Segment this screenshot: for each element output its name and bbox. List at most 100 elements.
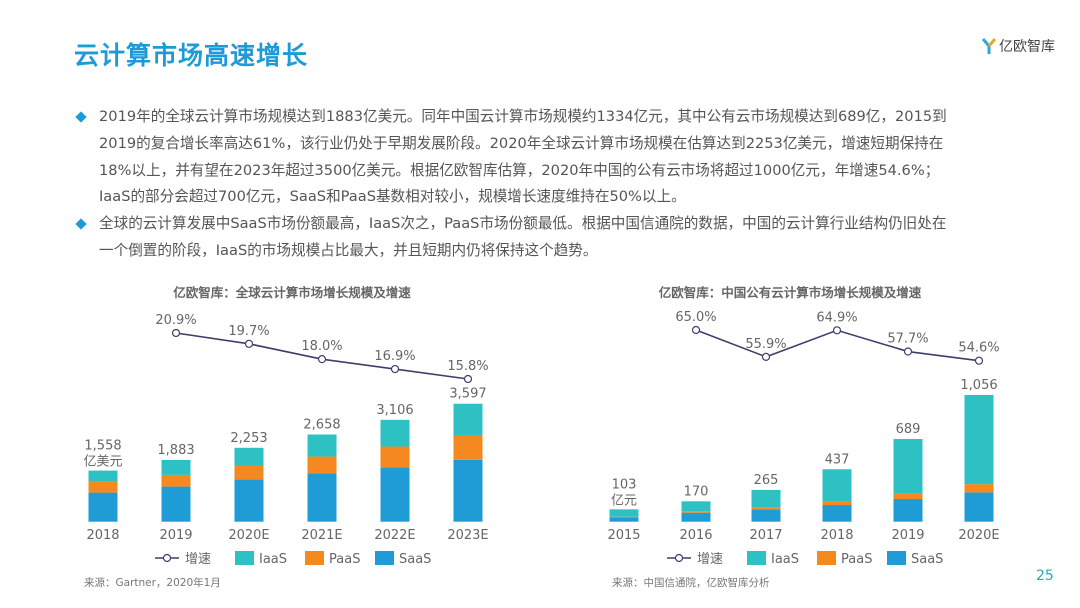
bar-saas	[822, 505, 852, 522]
bar-iaas	[234, 447, 264, 466]
growth-label: 64.9%	[816, 310, 857, 325]
chart-title: 亿欧智库：全球云计算市场增长规模及增速	[173, 285, 411, 300]
bar-iaas	[88, 470, 118, 482]
data-label-total: 103	[612, 477, 637, 492]
legend-swatch-saas	[887, 551, 906, 565]
legend-label: PaaS	[841, 552, 872, 567]
bar-paas	[161, 474, 191, 487]
growth-point	[832, 326, 842, 335]
growth-point	[317, 355, 327, 364]
bar-saas	[681, 512, 711, 522]
data-label-total: 1,056	[960, 378, 997, 393]
growth-point	[244, 339, 254, 348]
growth-point	[463, 374, 473, 384]
growth-label: 16.9%	[374, 349, 415, 364]
logo-y-icon	[981, 37, 997, 55]
data-label-total: 1,883	[157, 443, 194, 458]
x-tick-label: 2023E	[447, 528, 488, 543]
legend-label: SaaS	[399, 552, 431, 567]
source-note: 来源：中国信通院，亿欧智库分析	[612, 576, 770, 589]
x-tick-label: 2018	[86, 528, 119, 543]
bar-paas	[380, 446, 410, 468]
legend-label: 增速	[185, 552, 211, 567]
logo-text: 亿欧智库	[999, 39, 1055, 55]
growth-line	[695, 329, 980, 362]
logo: 亿欧智库	[981, 36, 1055, 56]
growth-point	[761, 352, 771, 361]
data-label-total: 437	[825, 452, 850, 467]
bar-saas	[307, 473, 337, 522]
unit-label: 亿美元	[83, 455, 122, 470]
text-line: 全球的云计算发展中SaaS市场份额最高，IaaS次之，PaaS市场份额最低。根据…	[99, 215, 947, 233]
legend-label: PaaS	[329, 552, 360, 567]
bar-iaas	[822, 469, 852, 502]
bar-iaas	[453, 403, 483, 436]
x-tick-label: 2016	[679, 528, 712, 543]
legend-label: 增速	[697, 552, 723, 567]
bar-paas	[964, 484, 994, 493]
bar-paas	[234, 465, 264, 480]
bar-paas	[609, 516, 639, 518]
text-line: IaaS的部分会超过700亿元，SaaS和PaaS基数相对较小，规模增长速度维持…	[99, 188, 686, 206]
growth-point	[903, 347, 913, 356]
bar-saas	[234, 479, 264, 522]
data-label-total: 1,558	[84, 439, 121, 454]
bar-saas	[609, 517, 639, 522]
growth-label: 19.7%	[228, 324, 269, 339]
source-note: 来源：Gartner，2020年1月	[84, 576, 221, 589]
growth-point	[390, 364, 400, 374]
bar-paas	[307, 456, 337, 474]
growth-label: 65.0%	[675, 310, 716, 325]
bar-iaas	[681, 501, 711, 512]
page-number: 25	[1036, 568, 1054, 584]
bar-iaas	[893, 439, 923, 494]
data-label-total: 2,658	[303, 418, 340, 433]
growth-label: 55.9%	[745, 337, 786, 352]
legend-swatch-iaas	[235, 551, 254, 565]
x-tick-label: 2021E	[301, 528, 342, 543]
growth-point	[974, 356, 984, 365]
page-title: 云计算市场高速增长	[74, 41, 309, 70]
bar-iaas	[307, 434, 337, 457]
bar-iaas	[609, 509, 639, 517]
growth-point	[691, 325, 701, 335]
data-label-total: 689	[896, 422, 921, 437]
chart-title: 亿欧智库：中国公有云计算市场增长规模及增速	[659, 285, 922, 300]
data-label-total: 170	[684, 484, 709, 499]
data-label-total: 3,106	[376, 403, 413, 418]
x-tick-label: 2019	[159, 528, 192, 543]
x-tick-label: 2022E	[374, 528, 415, 543]
legend-label: IaaS	[259, 552, 287, 567]
bar-paas	[893, 493, 923, 500]
bar-iaas	[751, 489, 781, 508]
bar-saas	[453, 459, 483, 522]
growth-label: 20.9%	[155, 313, 196, 328]
bullet-item: 全球的云计算发展中SaaS市场份额最高，IaaS次之，PaaS市场份额最低。根据…	[74, 211, 1034, 265]
bar-saas	[88, 492, 118, 522]
text-line: 2019年的全球云计算市场规模达到1883亿美元。同年中国云计算市场规模约133…	[99, 108, 947, 125]
text-line: 一个倒置的阶段，IaaS的市场规模占比最大，并且短期内仍将保持这个趋势。	[99, 241, 598, 259]
x-tick-label: 2018	[820, 528, 853, 543]
growth-point	[171, 328, 181, 338]
bar-iaas	[380, 419, 410, 447]
unit-label: 亿元	[611, 493, 637, 508]
data-label-total: 3,597	[449, 387, 486, 402]
legend-swatch-iaas	[747, 551, 766, 565]
bar-paas	[751, 507, 781, 510]
bar-paas	[88, 481, 118, 493]
bar-paas	[822, 501, 852, 506]
bar-saas	[161, 486, 191, 522]
x-tick-label: 2020E	[958, 528, 999, 543]
bullet-item: 2019年的全球云计算市场规模达到1883亿美元。同年中国云计算市场规模约133…	[74, 104, 1034, 211]
bar-iaas	[964, 394, 994, 485]
legend-swatch-paas	[817, 551, 836, 565]
data-label-total: 265	[754, 473, 779, 488]
x-tick-label: 2019	[891, 528, 924, 543]
bar-iaas	[161, 459, 191, 475]
x-tick-label: 2017	[749, 528, 782, 543]
legend-label: SaaS	[911, 552, 943, 567]
legend-marker-icon	[162, 553, 172, 563]
legend-marker-icon	[674, 553, 684, 563]
bullet-list: 2019年的全球云计算市场规模达到1883亿美元。同年中国云计算市场规模约133…	[74, 104, 1034, 265]
